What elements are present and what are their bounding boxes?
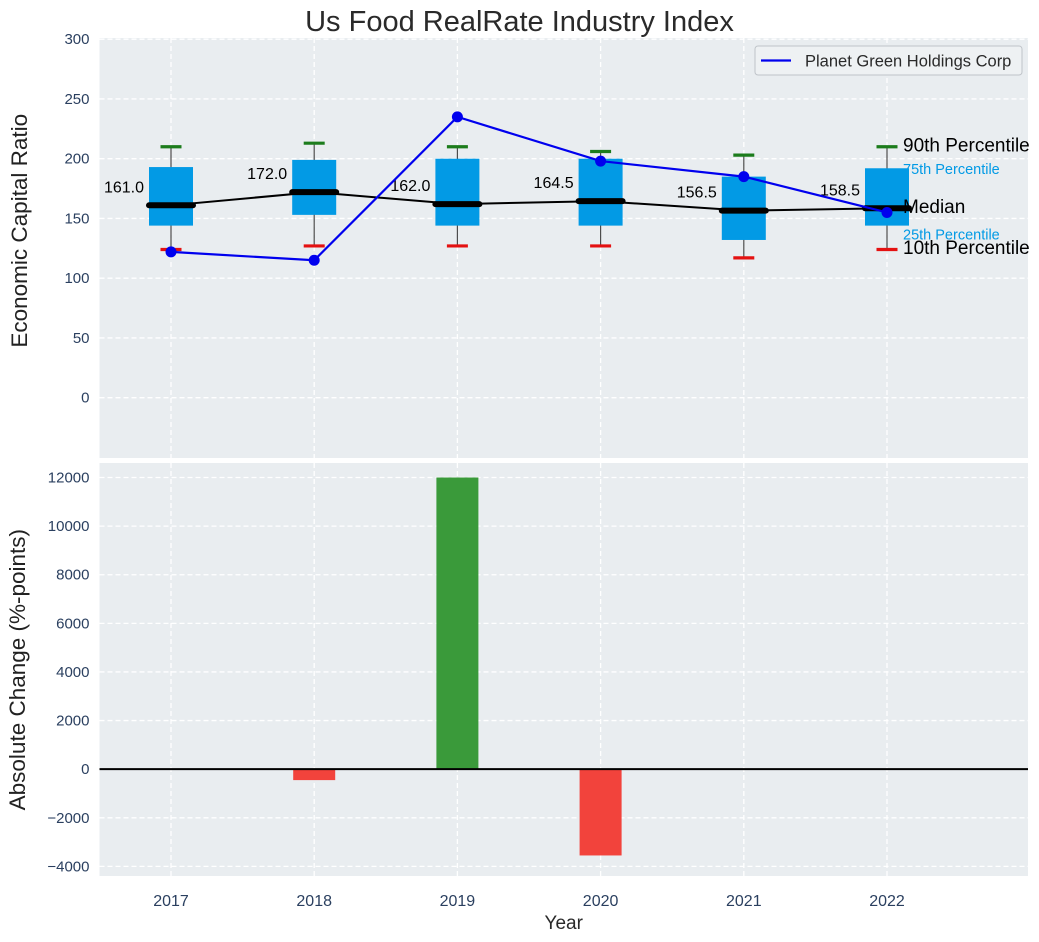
svg-text:172.0: 172.0 [247,166,287,183]
svg-text:161.0: 161.0 [104,179,144,196]
svg-text:150: 150 [64,210,89,227]
svg-text:162.0: 162.0 [390,178,430,195]
svg-text:0: 0 [81,761,89,778]
svg-text:6000: 6000 [56,615,89,632]
svg-text:200: 200 [64,151,89,168]
svg-text:−2000: −2000 [47,810,89,827]
svg-text:0: 0 [81,390,89,407]
svg-text:2021: 2021 [726,893,762,910]
svg-text:2017: 2017 [153,893,189,910]
svg-text:2020: 2020 [583,893,619,910]
svg-text:300: 300 [64,31,89,48]
svg-text:156.5: 156.5 [677,185,717,202]
svg-text:75th Percentile: 75th Percentile [903,162,1000,178]
svg-text:4000: 4000 [56,664,89,681]
svg-text:Absolute Change (%-points): Absolute Change (%-points) [5,529,30,810]
svg-text:164.5: 164.5 [534,175,574,192]
svg-text:2000: 2000 [56,713,89,730]
svg-text:2018: 2018 [296,893,332,910]
svg-text:12000: 12000 [48,470,90,487]
svg-text:Economic Capital Ratio: Economic Capital Ratio [7,114,32,348]
svg-text:Median: Median [903,197,965,218]
svg-text:Planet Green Holdings Corp: Planet Green Holdings Corp [805,53,1011,71]
svg-text:8000: 8000 [56,567,89,584]
svg-text:2019: 2019 [440,893,476,910]
svg-text:50: 50 [73,330,90,347]
svg-text:250: 250 [64,91,89,108]
svg-text:100: 100 [64,270,89,287]
svg-text:10000: 10000 [48,518,90,535]
svg-text:2022: 2022 [869,893,905,910]
svg-text:90th Percentile: 90th Percentile [903,135,1030,156]
svg-text:10th Percentile: 10th Percentile [903,238,1030,259]
svg-text:−4000: −4000 [47,858,89,875]
svg-text:Year: Year [545,913,584,934]
